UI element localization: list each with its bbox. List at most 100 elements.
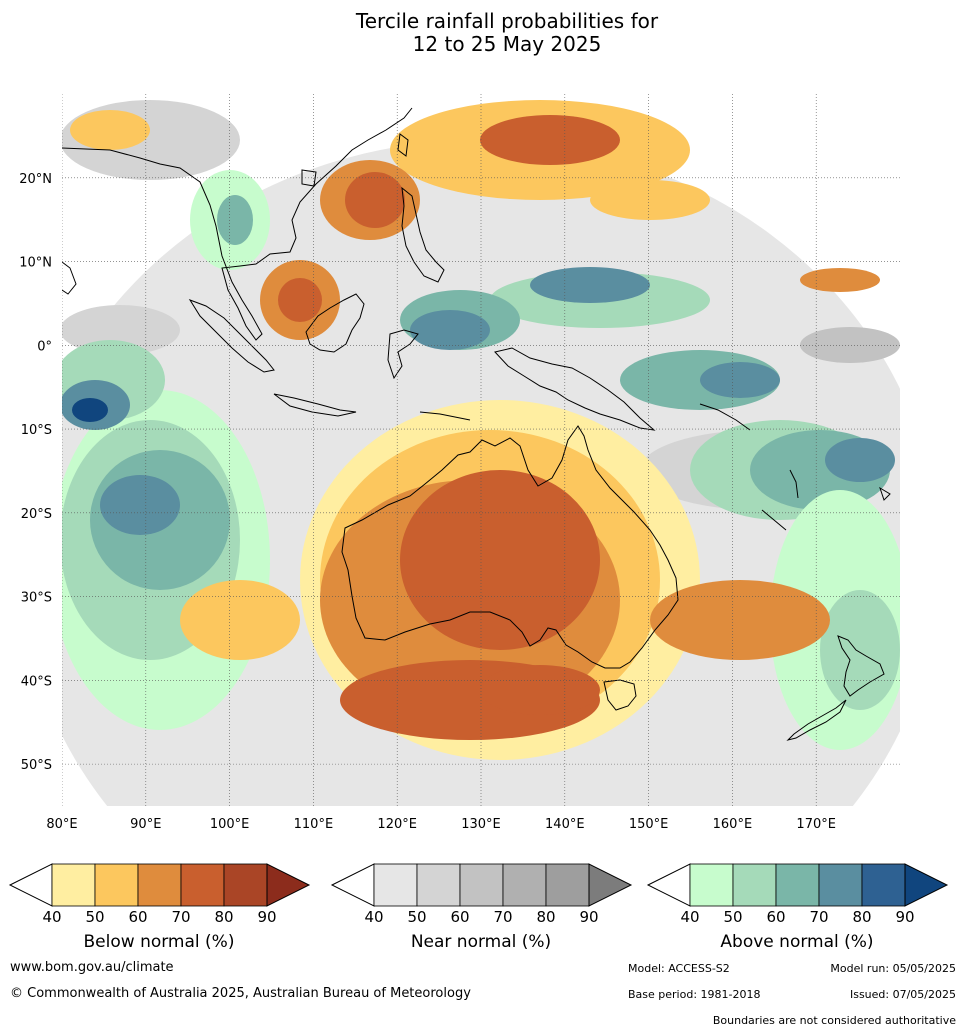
footer-base-period: Base period: 1981-2018 xyxy=(628,988,761,1001)
probability-area xyxy=(700,362,780,398)
lon-tick-label: 170°E xyxy=(796,817,836,832)
colorbar-swatch xyxy=(732,863,777,907)
colorbar-tick-label: 90 xyxy=(257,908,276,926)
colorbar-tick-label: 70 xyxy=(493,908,512,926)
colorbar-tick-label: 60 xyxy=(450,908,469,926)
colorbar-swatch xyxy=(459,863,504,907)
colorbar-tick-label: 80 xyxy=(852,908,871,926)
probability-area xyxy=(480,115,620,165)
lat-tick-label: 20°S xyxy=(21,507,52,522)
map-title: Tercile rainfall probabilities for 12 to… xyxy=(0,10,965,56)
vanuatu-coastline xyxy=(789,469,799,499)
probability-field xyxy=(62,100,900,806)
colorbar-swatch xyxy=(94,863,139,907)
colorbar-extend-high xyxy=(588,863,633,907)
new-zealand-north-island xyxy=(837,635,885,697)
probability-area xyxy=(590,180,710,220)
sulawesi-coastline xyxy=(387,329,419,380)
probability-area xyxy=(278,278,322,322)
timor-coastline xyxy=(419,411,471,421)
probability-area xyxy=(800,327,900,363)
title-line-1: Tercile rainfall probabilities for xyxy=(355,9,659,33)
lon-tick-label: 140°E xyxy=(545,817,585,832)
probability-area xyxy=(825,438,895,482)
lat-tick-label: 0° xyxy=(37,339,52,354)
colorbar-tick-label: 40 xyxy=(680,908,699,926)
lat-tick-label: 20°N xyxy=(19,172,52,187)
colorbar-label-near: Near normal (%) xyxy=(410,932,552,952)
footer-copyright: © Commonwealth of Australia 2025, Austra… xyxy=(10,986,471,1001)
lat-tick-label: 40°S xyxy=(21,674,52,689)
new-zealand-south-island xyxy=(786,699,847,741)
colorbar-extend-low xyxy=(330,863,375,907)
colorbar-swatch xyxy=(223,863,268,907)
footer-issued: Issued: 07/05/2025 xyxy=(849,988,956,1001)
colorbar-label-below: Below normal (%) xyxy=(83,932,235,952)
mainland-asia-coastline xyxy=(62,107,413,341)
colorbar-swatch xyxy=(818,863,863,907)
colorbars: 40 50 60 70 80 90 40 50 60 70 80 90 40 50 60 70 80 90 xyxy=(8,863,949,926)
tasmania-coastline xyxy=(603,679,637,711)
colorbar-swatch xyxy=(861,863,906,907)
colorbar-tick-label: 70 xyxy=(171,908,190,926)
colorbar-swatch xyxy=(775,863,820,907)
probability-area xyxy=(100,475,180,535)
colorbar-tick-label: 50 xyxy=(85,908,104,926)
colorbar-tick-label: 90 xyxy=(895,908,914,926)
probability-area xyxy=(400,470,600,650)
colorbar-swatch xyxy=(137,863,182,907)
sumatra-coastline xyxy=(188,299,275,373)
colorbar-extend-high xyxy=(266,863,311,907)
colorbar-tick-label: 60 xyxy=(128,908,147,926)
colorbar-swatch xyxy=(180,863,225,907)
colorbar-tick-label: 80 xyxy=(214,908,233,926)
colorbar-extend-low xyxy=(646,863,691,907)
lon-tick-label: 90°E xyxy=(130,817,161,832)
colorbar-label-above: Above normal (%) xyxy=(720,932,874,952)
new-caledonia-coastline xyxy=(761,509,787,531)
colorbar-extend-low xyxy=(8,863,53,907)
map-panel xyxy=(62,94,900,806)
lon-tick-label: 80°E xyxy=(46,817,77,832)
colorbar-swatch xyxy=(51,863,96,907)
axis-labels: 80°E 90°E 100°E 110°E 120°E 130°E 140°E 150°E 16… xyxy=(19,172,836,832)
fiji-coastline xyxy=(879,486,891,501)
colorbar-tick-label: 40 xyxy=(42,908,61,926)
colorbar-swatch xyxy=(502,863,547,907)
lon-tick-label: 160°E xyxy=(713,817,753,832)
footer-model-run: Model run: 05/05/2025 xyxy=(830,962,956,975)
colorbar-tick-label: 70 xyxy=(809,908,828,926)
probability-area xyxy=(70,110,150,150)
lat-tick-label: 30°S xyxy=(21,591,52,606)
colorbar-extend-high xyxy=(904,863,949,907)
lat-tick-label: 10°S xyxy=(21,423,52,438)
coastlines xyxy=(62,107,891,741)
philippines-coastline xyxy=(401,186,445,283)
lon-tick-label: 120°E xyxy=(377,817,417,832)
probability-area xyxy=(820,590,900,710)
probability-area xyxy=(650,580,830,660)
colorbar-swatch xyxy=(373,863,418,907)
probability-area xyxy=(410,310,490,350)
hainan-coastline xyxy=(301,169,317,187)
probability-area xyxy=(345,172,405,228)
lon-tick-label: 100°E xyxy=(210,817,250,832)
probability-area xyxy=(800,268,880,292)
australia-coastline xyxy=(341,425,679,669)
lat-tick-label: 10°N xyxy=(19,256,52,271)
colorbar-tick-label: 40 xyxy=(364,908,383,926)
colorbar-tick-label: 80 xyxy=(536,908,555,926)
sri-lanka-coastline xyxy=(62,261,77,295)
colorbar-tick-label: 50 xyxy=(407,908,426,926)
colorbar-tick-label: 60 xyxy=(766,908,785,926)
colorbar-tick-label: 90 xyxy=(579,908,598,926)
solomon-islands-coastline xyxy=(699,403,751,431)
footer-url: www.bom.gov.au/climate xyxy=(10,960,174,975)
colorbar-swatch xyxy=(416,863,461,907)
colorbar-swatch xyxy=(689,863,734,907)
probability-area xyxy=(180,580,300,660)
footer-disclaimer: Boundaries are not considered authoritat… xyxy=(712,1014,956,1027)
colorbar-swatch xyxy=(545,863,590,907)
lat-tick-label: 50°S xyxy=(21,758,52,773)
